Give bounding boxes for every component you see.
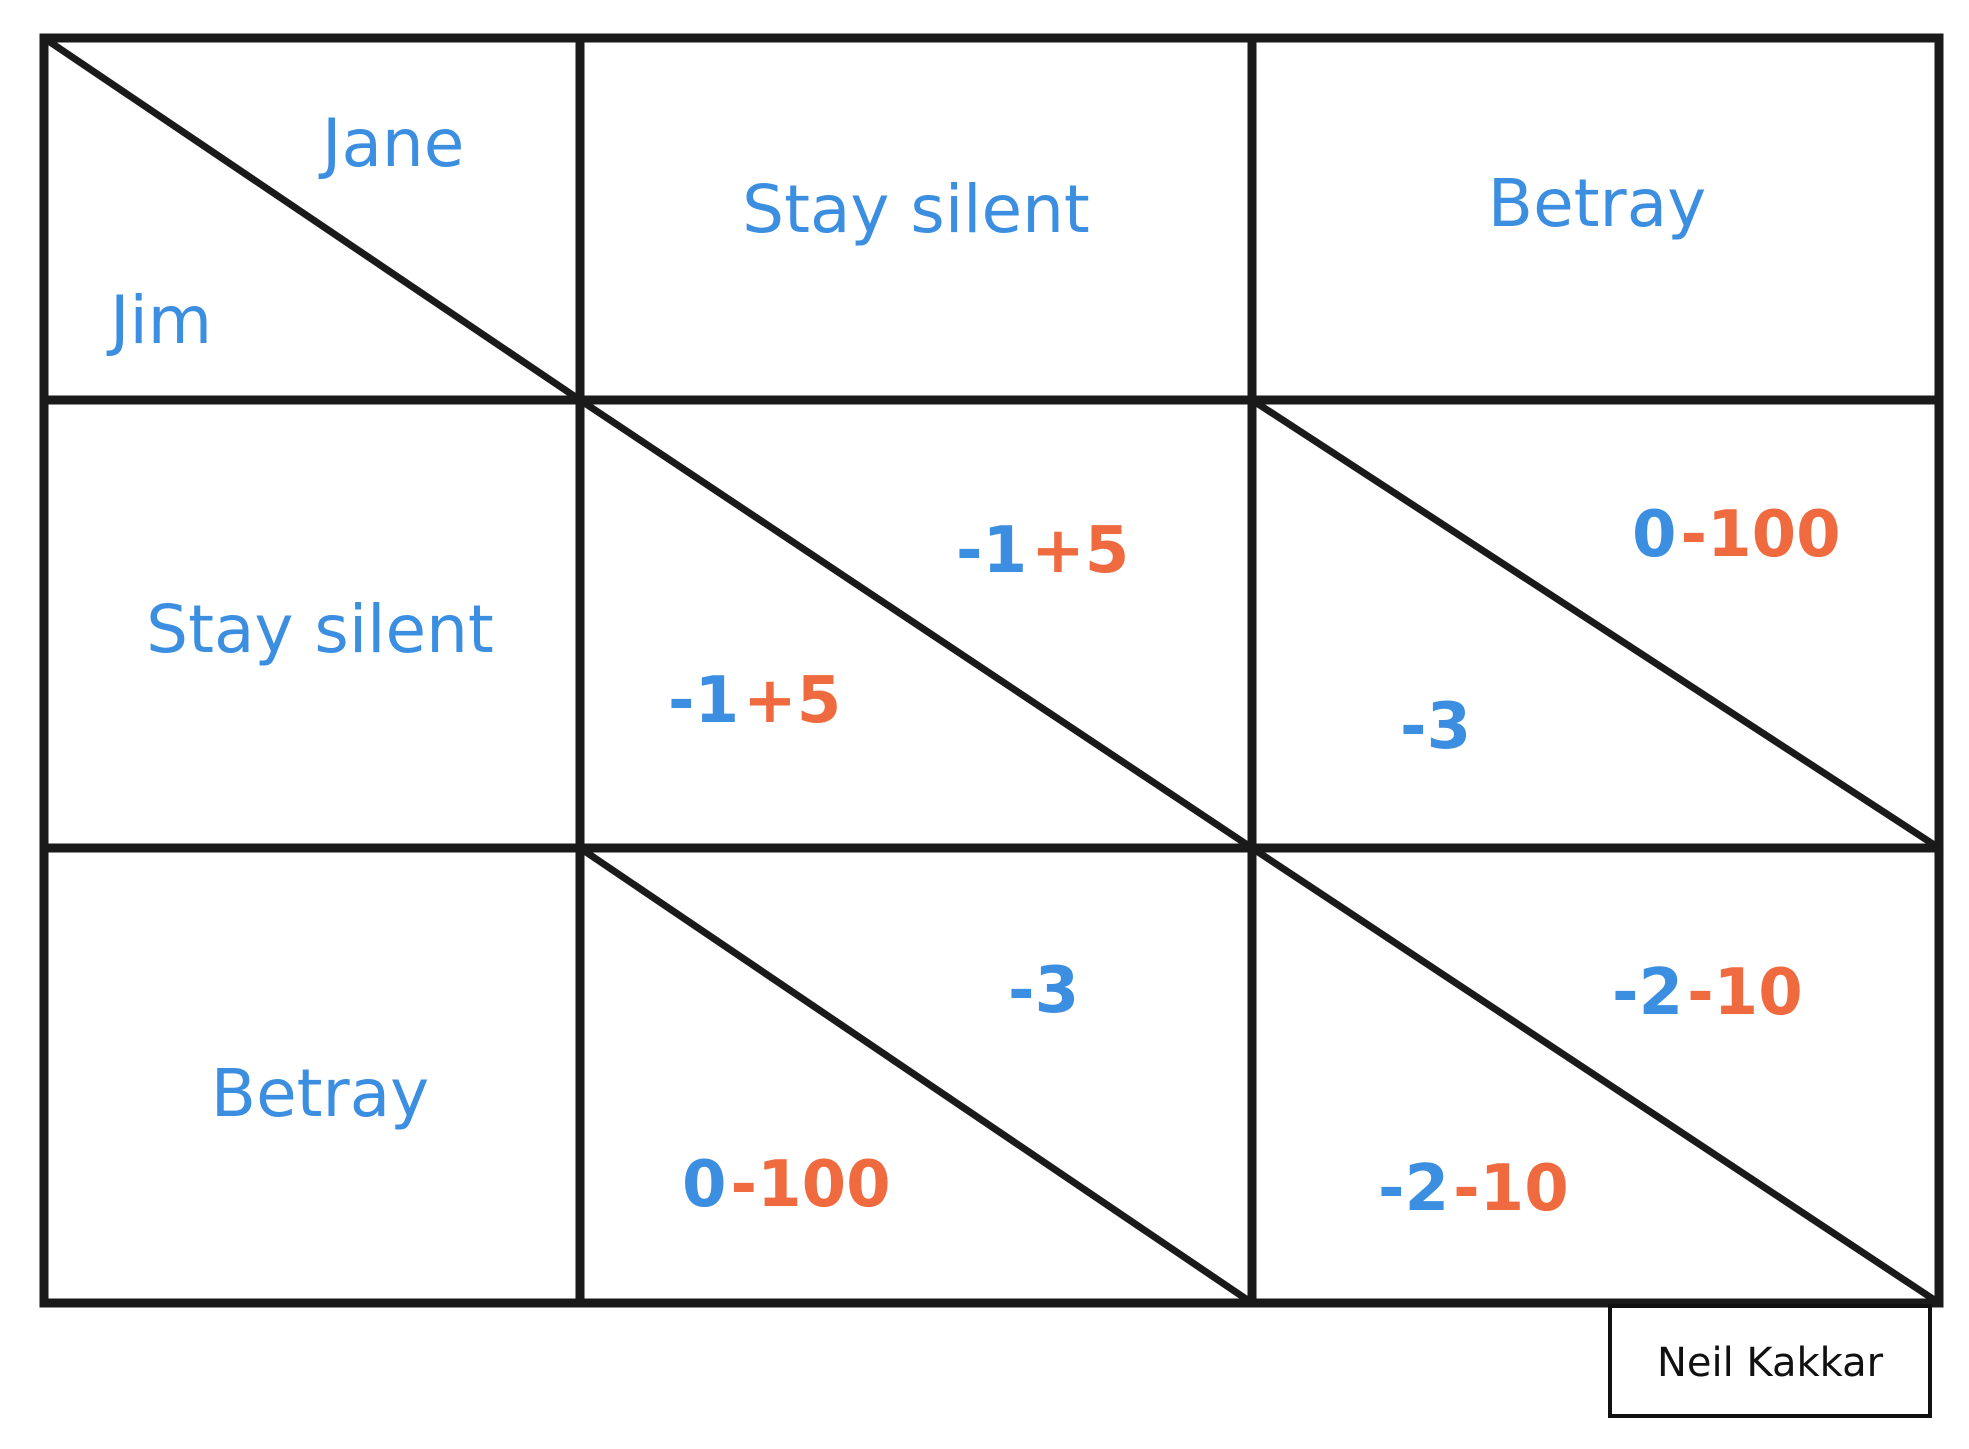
payoff-lower: -3 [1400, 690, 1471, 764]
cell-diagonal-ss [576, 396, 1256, 852]
cell-betray-silent: -3 0 -100 [682, 954, 1079, 1222]
cell-silent-betray: 0 -100 -3 [1400, 498, 1841, 764]
grid-lines [39, 33, 1944, 1308]
column-header-betray: Betray [1488, 165, 1706, 242]
row-header-stay-silent: Stay silent [146, 591, 494, 668]
diagonals [40, 34, 1943, 1307]
payoff-upper: -2 -10 [1612, 956, 1803, 1030]
payoff-lower: -1 +5 [668, 664, 841, 738]
cell-diagonal-sb [1248, 396, 1943, 852]
credit-border [1608, 1304, 1932, 1418]
cell-betray-betray: -2 -10 -2 -10 [1378, 956, 1803, 1226]
row-header-betray: Betray [211, 1055, 429, 1132]
payoff-upper: 0 -100 [1632, 498, 1841, 572]
credit-text: Neil Kakkar [1657, 1340, 1884, 1386]
cell-silent-silent: -1 +5 -1 +5 [668, 514, 1129, 738]
payoff-lower: 0 -100 [682, 1148, 891, 1222]
column-header-stay-silent: Stay silent [742, 171, 1090, 248]
payoff-upper: -1 +5 [956, 514, 1129, 588]
payoff-lower: -2 -10 [1378, 1152, 1569, 1226]
cell-diagonal-bb [1248, 844, 1943, 1307]
credit-box: Neil Kakkar [1608, 1304, 1932, 1418]
matrix-border [39, 33, 1944, 1308]
cell-diagonal-bs [576, 844, 1256, 1307]
payoff-upper: -3 [1008, 954, 1079, 1028]
header-diagonal [40, 34, 584, 404]
row-player-label: Jim [106, 282, 212, 359]
column-player-label: Jane [318, 105, 464, 182]
